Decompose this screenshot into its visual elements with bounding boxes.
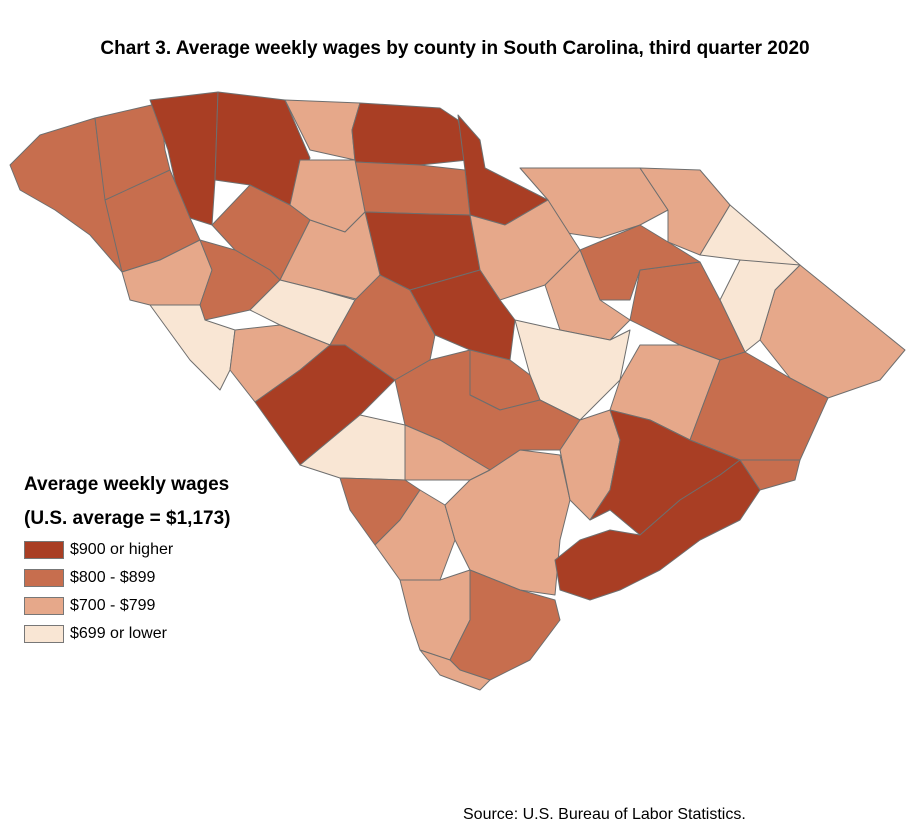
- legend-swatch: [24, 541, 64, 559]
- legend-swatch: [24, 569, 64, 587]
- county-york: [351, 102, 469, 166]
- legend-item-900-or-higher: $900 or higher: [24, 536, 231, 564]
- county-beaufort: [449, 569, 561, 681]
- legend-label: $800 - $899: [70, 569, 156, 586]
- legend-label: $900 or higher: [70, 541, 174, 558]
- chart-title: Chart 3. Average weekly wages by county …: [100, 38, 810, 59]
- legend-item-800-899: $800 - $899: [24, 564, 231, 592]
- county-mccormick: [149, 304, 236, 391]
- legend-item-700-799: $700 - $799: [24, 592, 231, 620]
- county-darlington: [579, 224, 701, 301]
- legend: Average weekly wages (U.S. average = $1,…: [24, 474, 231, 648]
- legend-title: Average weekly wages: [24, 474, 230, 495]
- source-note: Source: U.S. Bureau of Labor Statistics.: [463, 806, 746, 823]
- legend-subtitle: (U.S. average = $1,173): [24, 508, 231, 529]
- legend-swatch: [24, 597, 64, 615]
- legend-label: $699 or lower: [70, 625, 167, 642]
- legend-item-699-or-lower: $699 or lower: [24, 620, 231, 648]
- county-richland: [409, 269, 516, 361]
- county-charleston: [554, 459, 761, 601]
- legend-label: $700 - $799: [70, 597, 156, 614]
- legend-swatch: [24, 625, 64, 643]
- county-chester: [354, 161, 471, 216]
- county-beaufort-tip: [419, 649, 491, 691]
